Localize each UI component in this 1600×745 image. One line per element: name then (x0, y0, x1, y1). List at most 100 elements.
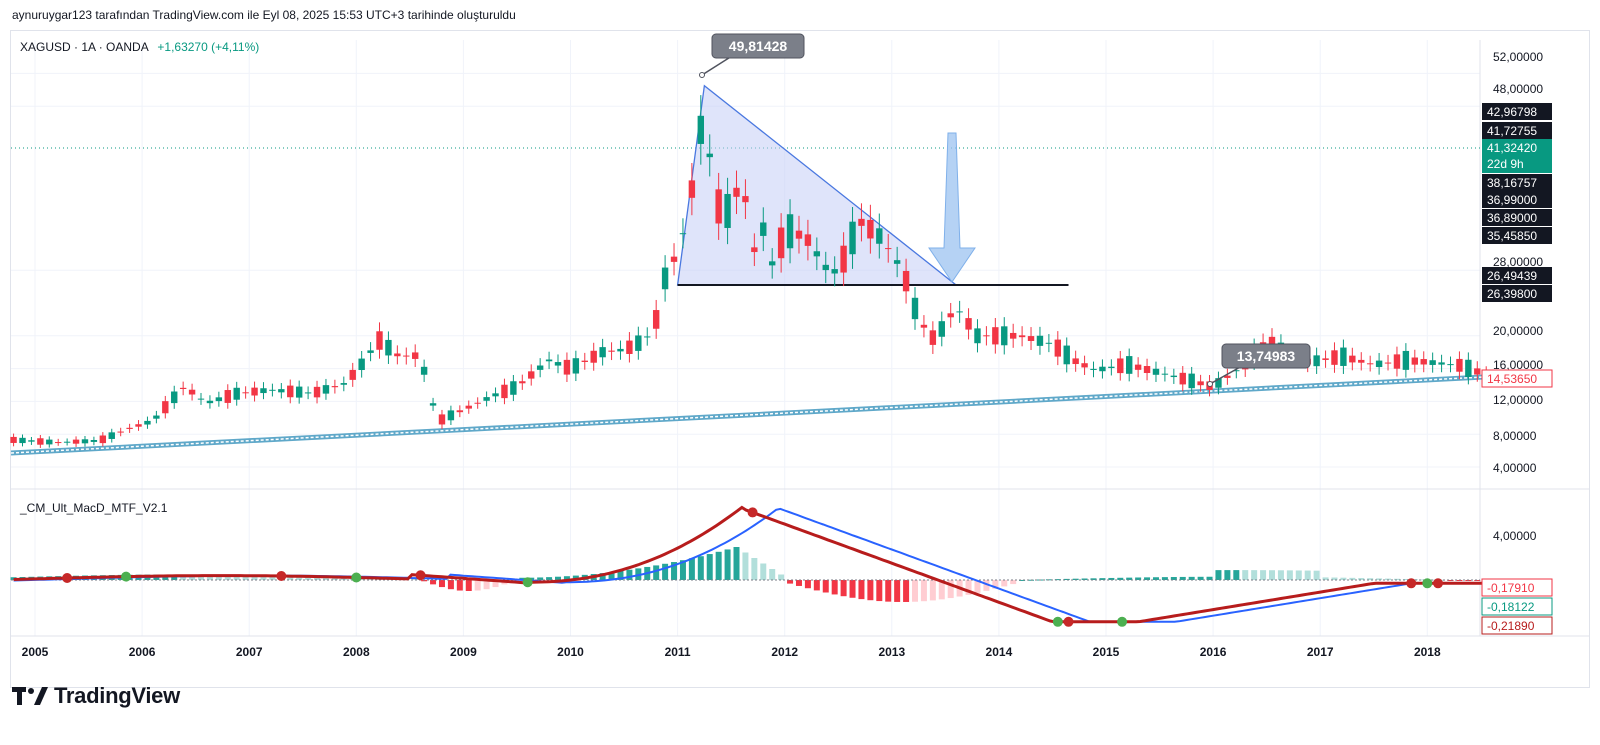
candle-body (590, 350, 597, 363)
candle-body (831, 269, 838, 274)
price-tag-label: 36,89000 (1487, 211, 1537, 225)
macd-histogram-bar (1304, 570, 1311, 580)
candle-body (697, 115, 705, 144)
price-tag-label: 35,45850 (1487, 229, 1537, 243)
macd-histogram-bar (1322, 577, 1329, 580)
candle-body (1018, 335, 1026, 338)
candle-body (1099, 366, 1106, 372)
price-tag-label: 41,32420 (1487, 141, 1537, 155)
candle-body (813, 251, 821, 257)
time-tick-label: 2013 (878, 645, 905, 659)
price-tag (1482, 139, 1552, 173)
candle-body (902, 270, 910, 292)
candle-body (358, 358, 365, 371)
candle-body (1375, 360, 1383, 368)
support-channel-inner (10, 376, 1485, 454)
price-tag (1482, 191, 1552, 208)
macd-histogram-bar (251, 575, 258, 580)
macd-histogram-bar (1358, 578, 1365, 580)
candle-body (224, 390, 231, 403)
candle-body (1411, 357, 1419, 365)
candle-body (849, 221, 856, 255)
high-callout-point (699, 72, 705, 78)
candle-body (867, 219, 874, 239)
axis-layer: 52,00000 48,00000 28,00000 20,00000 16,00000… (22, 50, 1553, 659)
tradingview-logo[interactable]: TradingView (12, 683, 180, 709)
candle-body (171, 391, 178, 404)
macd-cross-dot (62, 573, 73, 584)
candle-body (295, 386, 303, 398)
macd-cross-dot (1063, 616, 1074, 627)
macd-histogram-bar (626, 569, 633, 580)
candle-body (786, 214, 794, 249)
candle-body (99, 435, 107, 444)
macd-histogram-bar (920, 580, 927, 602)
candle-body (956, 311, 963, 313)
macd-histogram-bar (322, 576, 329, 580)
time-tick-label: 2016 (1200, 645, 1227, 659)
price-tag (1482, 122, 1552, 139)
price-tick-label: 4,00000 (1493, 461, 1537, 475)
price-tag-label: 26,49439 (1487, 269, 1537, 283)
low-callout-point (1207, 381, 1213, 387)
macd-histogram-bar (1063, 578, 1070, 580)
macd-histogram-bar (563, 576, 570, 580)
candle-body (403, 355, 410, 357)
macd-cross-dot (121, 571, 132, 582)
macd-histogram-bar (465, 580, 472, 591)
candle-body (1420, 359, 1427, 365)
macd-histogram-bar (769, 569, 776, 580)
macd-histogram-bar (1411, 579, 1418, 581)
macd-histogram-bar (706, 554, 713, 580)
price-tag-label: 41,72755 (1487, 124, 1537, 138)
macd-cross-dot (522, 577, 533, 588)
candle-body (278, 389, 285, 393)
candle-body (635, 335, 642, 351)
chart-frame[interactable] (10, 30, 1590, 688)
macd-histogram-bar (421, 580, 428, 582)
macd-histogram-bar (1001, 580, 1008, 587)
candle-body (269, 389, 276, 391)
price-tag (1482, 227, 1552, 244)
candle-body (563, 359, 571, 375)
candle-body (920, 324, 928, 328)
macd-histogram-bar (1340, 577, 1347, 580)
candle-body (965, 318, 972, 330)
candle-body (1045, 342, 1053, 344)
macd-histogram-bar (1277, 570, 1284, 580)
macd-histogram-bar (1197, 576, 1204, 580)
candle-body (287, 385, 294, 398)
macd-histogram-bar (215, 574, 222, 580)
macd-histogram-bar (1099, 578, 1106, 580)
symbol-legend[interactable]: XAGUSD · 1A · OANDA +1,63270 (+4,11%) (20, 40, 259, 54)
indicator-label[interactable]: _CM_Ult_MacD_MTF_V2.1 (20, 501, 168, 515)
macd-histogram-bar (662, 563, 669, 580)
candle-body (260, 388, 267, 394)
macd-histogram-bar (1215, 570, 1222, 580)
macd-histogram-bar (894, 580, 901, 602)
candle-body (179, 387, 187, 390)
candle-body (135, 424, 142, 427)
candle-body (465, 405, 472, 409)
candle-body (893, 260, 901, 264)
candle-body (37, 438, 44, 445)
macd-histogram-bar (1135, 577, 1142, 580)
candle-body (751, 247, 758, 253)
candle-body (438, 414, 446, 425)
macd-histogram-bar (1269, 570, 1276, 580)
candle-body (1054, 339, 1062, 357)
macd-cross-dot (1052, 616, 1063, 627)
time-tick-label: 2018 (1414, 645, 1441, 659)
macd-histogram-bar (1206, 576, 1213, 580)
symbol-change: +1,63270 (+4,11%) (157, 40, 260, 54)
macd-cross-dot (1422, 578, 1433, 589)
price-tag (1482, 174, 1552, 191)
low-callout-box (1221, 343, 1311, 369)
macd-histogram-bar (1170, 577, 1177, 580)
candle-body (1126, 356, 1133, 374)
high-callout-box (711, 33, 805, 59)
candle-body (72, 439, 80, 444)
candle-body (144, 420, 151, 425)
macd-cross-dot (1433, 578, 1444, 589)
